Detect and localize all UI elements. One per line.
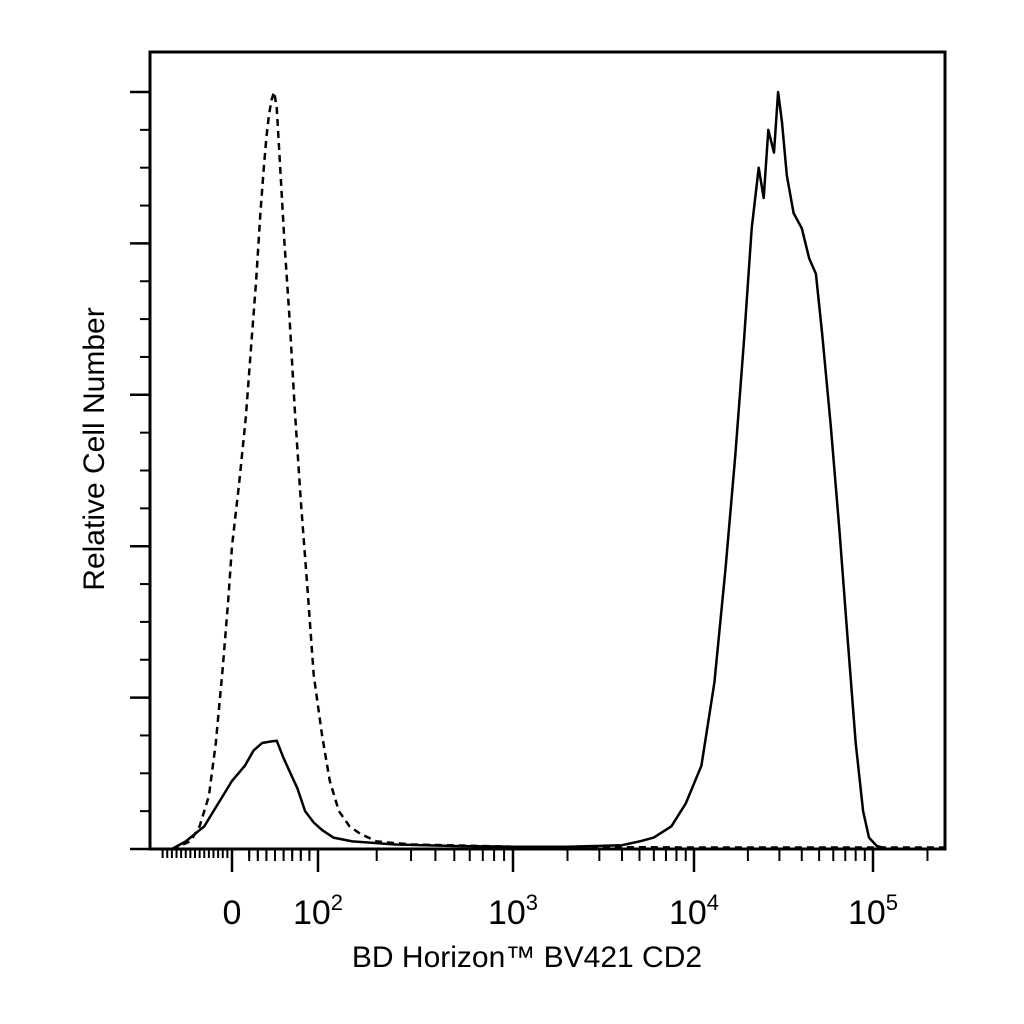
x-tick-label: 103 bbox=[488, 890, 538, 932]
y-axis-label: Relative Cell Number bbox=[78, 307, 111, 590]
x-tick-label: 102 bbox=[293, 890, 343, 932]
dashed-histogram-line bbox=[171, 90, 945, 851]
x-tick-label: 0 bbox=[223, 894, 242, 932]
x-tick-label: 105 bbox=[848, 890, 898, 932]
plot-frame bbox=[148, 50, 947, 851]
solid-histogram-line bbox=[171, 90, 945, 851]
x-axis-label: BD Horizon™ BV421 CD2 bbox=[352, 941, 702, 974]
x-tick-labels: 0 102 103 104 105 bbox=[223, 890, 899, 932]
x-tick-label: 104 bbox=[669, 890, 719, 932]
axis-ticks bbox=[130, 90, 929, 872]
histogram-series bbox=[171, 90, 945, 851]
